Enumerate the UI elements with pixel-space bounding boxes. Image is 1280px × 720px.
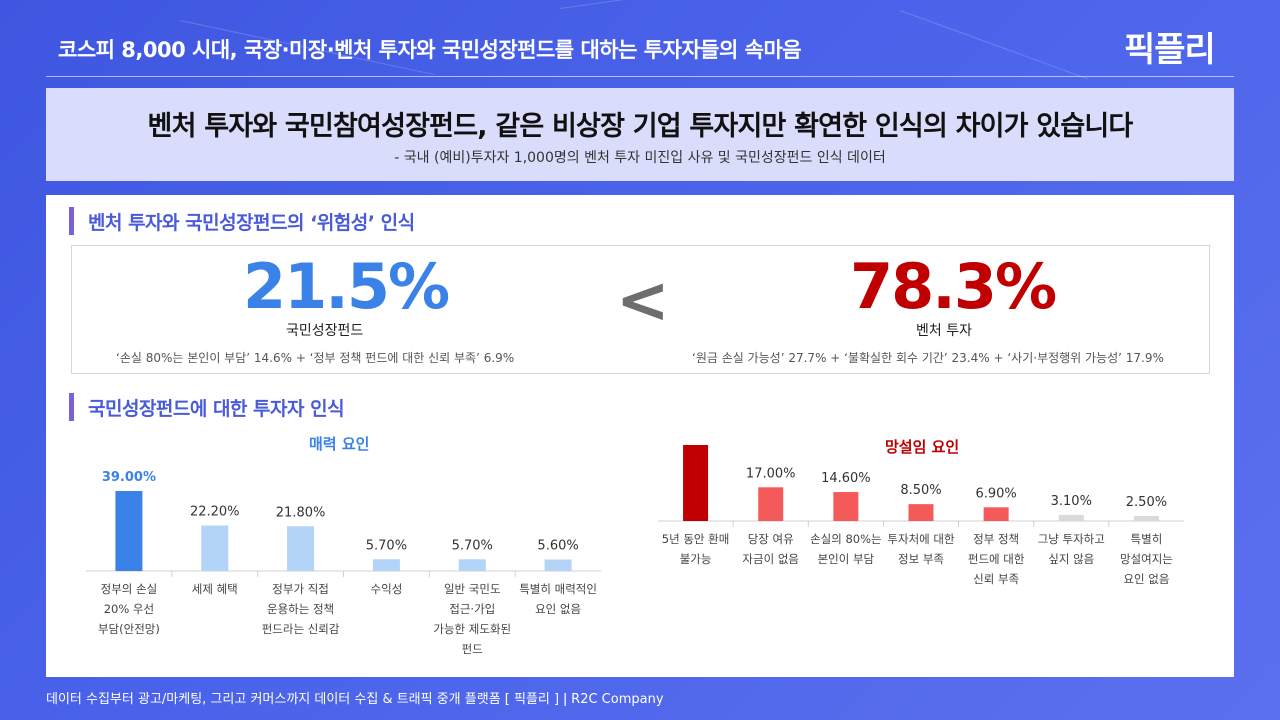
bar <box>683 445 709 521</box>
background-line <box>559 0 858 9</box>
category-label: 5년 동안 환매 <box>662 532 730 546</box>
headline-box: 벤처 투자와 국민참여성장펀드, 같은 비상장 기업 투자지만 확연한 인식의 … <box>46 88 1234 181</box>
fund-risk-value: 21.5% <box>243 250 450 323</box>
category-label: 싶지 않음 <box>1048 552 1094 566</box>
hesitation-chart-title: 망설임 요인 <box>885 438 960 456</box>
data-label: 39.00% <box>102 470 156 485</box>
category-label: 요인 없음 <box>1123 572 1169 586</box>
category-label: 수익성 <box>371 582 403 596</box>
category-label: 본인이 부담 <box>818 552 875 566</box>
bar <box>908 504 934 521</box>
data-label: 8.50% <box>900 483 941 498</box>
bar <box>758 487 784 521</box>
bar <box>1133 516 1159 521</box>
headline-title: 벤처 투자와 국민참여성장펀드, 같은 비상장 기업 투자지만 확연한 인식의 … <box>147 111 1134 142</box>
headline-subtitle: - 국내 (예비)투자자 1,000명의 벤처 투자 미진입 사유 및 국민성장… <box>394 150 886 166</box>
category-label: 당장 여유 <box>748 532 794 546</box>
bar <box>833 492 859 521</box>
category-label: 요인 없음 <box>535 602 581 616</box>
category-label: 망설여지는 <box>1120 552 1173 566</box>
data-label: 3.10% <box>1051 494 1092 509</box>
category-label: 특별히 <box>1131 532 1163 546</box>
fund-risk-note: ‘손실 80%는 본인이 부담’ 14.6% + ‘정부 정책 펀드에 대한 신… <box>116 351 515 365</box>
category-label: 자금이 없음 <box>742 552 799 566</box>
category-label: 손실의 80%는 <box>810 532 882 546</box>
bar <box>983 507 1009 521</box>
background-line <box>899 10 1089 80</box>
data-label: 22.20% <box>190 504 240 519</box>
category-label: 20% 우선 <box>104 602 154 616</box>
header-divider <box>46 76 1234 77</box>
category-label: 운용하는 정책 <box>267 602 334 616</box>
category-label: 부담(안전망) <box>98 622 160 636</box>
category-label: 펀드라는 신뢰감 <box>262 622 340 636</box>
category-label: 특별히 매력적인 <box>519 582 597 596</box>
bar <box>372 559 400 571</box>
category-label: 접근·가입 <box>449 602 495 616</box>
page-title: 코스피 8,000 시대, 국장·미장·벤처 투자와 국민성장펀드를 대하는 투… <box>58 38 802 62</box>
venture-risk-note: ‘원금 손실 가능성’ 27.7% + ‘불확실한 회수 기간’ 23.4% +… <box>692 351 1164 365</box>
venture-risk-value: 78.3% <box>850 250 1057 323</box>
venture-risk-label: 벤처 투자 <box>916 323 972 339</box>
category-label: 정부의 손실 <box>101 582 158 596</box>
bar <box>458 559 486 571</box>
less-than-sign: < <box>616 264 670 338</box>
category-label: 펀드에 대한 <box>968 552 1025 566</box>
category-label: 일반 국민도 <box>444 582 501 596</box>
category-label: 신뢰 부족 <box>973 572 1019 586</box>
section-marker <box>69 207 74 235</box>
category-label: 정보 부족 <box>898 552 944 566</box>
category-label: 그냥 투자하고 <box>1038 532 1105 546</box>
bar <box>201 525 229 571</box>
risk-section-title: 벤처 투자와 국민성장펀드의 ‘위험성’ 인식 <box>88 212 415 234</box>
section-marker <box>69 393 74 421</box>
category-label: 정부가 직접 <box>272 582 329 596</box>
data-label: 14.60% <box>821 471 871 486</box>
data-label: 6.90% <box>975 486 1016 501</box>
bar <box>544 559 572 571</box>
data-label: 17.00% <box>746 466 796 481</box>
category-label: 가능한 제도화된 <box>433 622 511 636</box>
footer-text: 데이터 수집부터 광고/마케팅, 그리고 커머스까지 데이터 수집 & 트래픽 … <box>46 692 664 707</box>
data-label: 5.60% <box>537 539 578 554</box>
brand-logo: 픽플리 <box>1124 30 1216 70</box>
category-label: 펀드 <box>462 642 483 656</box>
data-label: 21.80% <box>276 505 326 520</box>
data-label: 5.70% <box>452 538 493 553</box>
bar <box>1058 514 1084 521</box>
category-label: 불가능 <box>680 552 712 566</box>
content-panel: 벤처 투자와 국민성장펀드의 ‘위험성’ 인식 21.5% 국민성장펀드 ‘손실… <box>46 195 1234 677</box>
data-label: 2.50% <box>1126 495 1167 510</box>
category-label: 투자처에 대한 <box>887 532 955 546</box>
appeal-chart-title: 매력 요인 <box>309 435 370 453</box>
category-label: 세제 혜택 <box>192 582 238 596</box>
data-label: 5.70% <box>366 538 407 553</box>
perception-section-title: 국민성장펀드에 대한 투자자 인식 <box>88 398 345 420</box>
bar <box>287 526 315 571</box>
fund-risk-label: 국민성장펀드 <box>286 323 364 339</box>
category-label: 정부 정책 <box>973 532 1019 546</box>
risk-comparison-box: 21.5% 국민성장펀드 ‘손실 80%는 본인이 부담’ 14.6% + ‘정… <box>71 245 1210 374</box>
bar <box>115 491 143 571</box>
